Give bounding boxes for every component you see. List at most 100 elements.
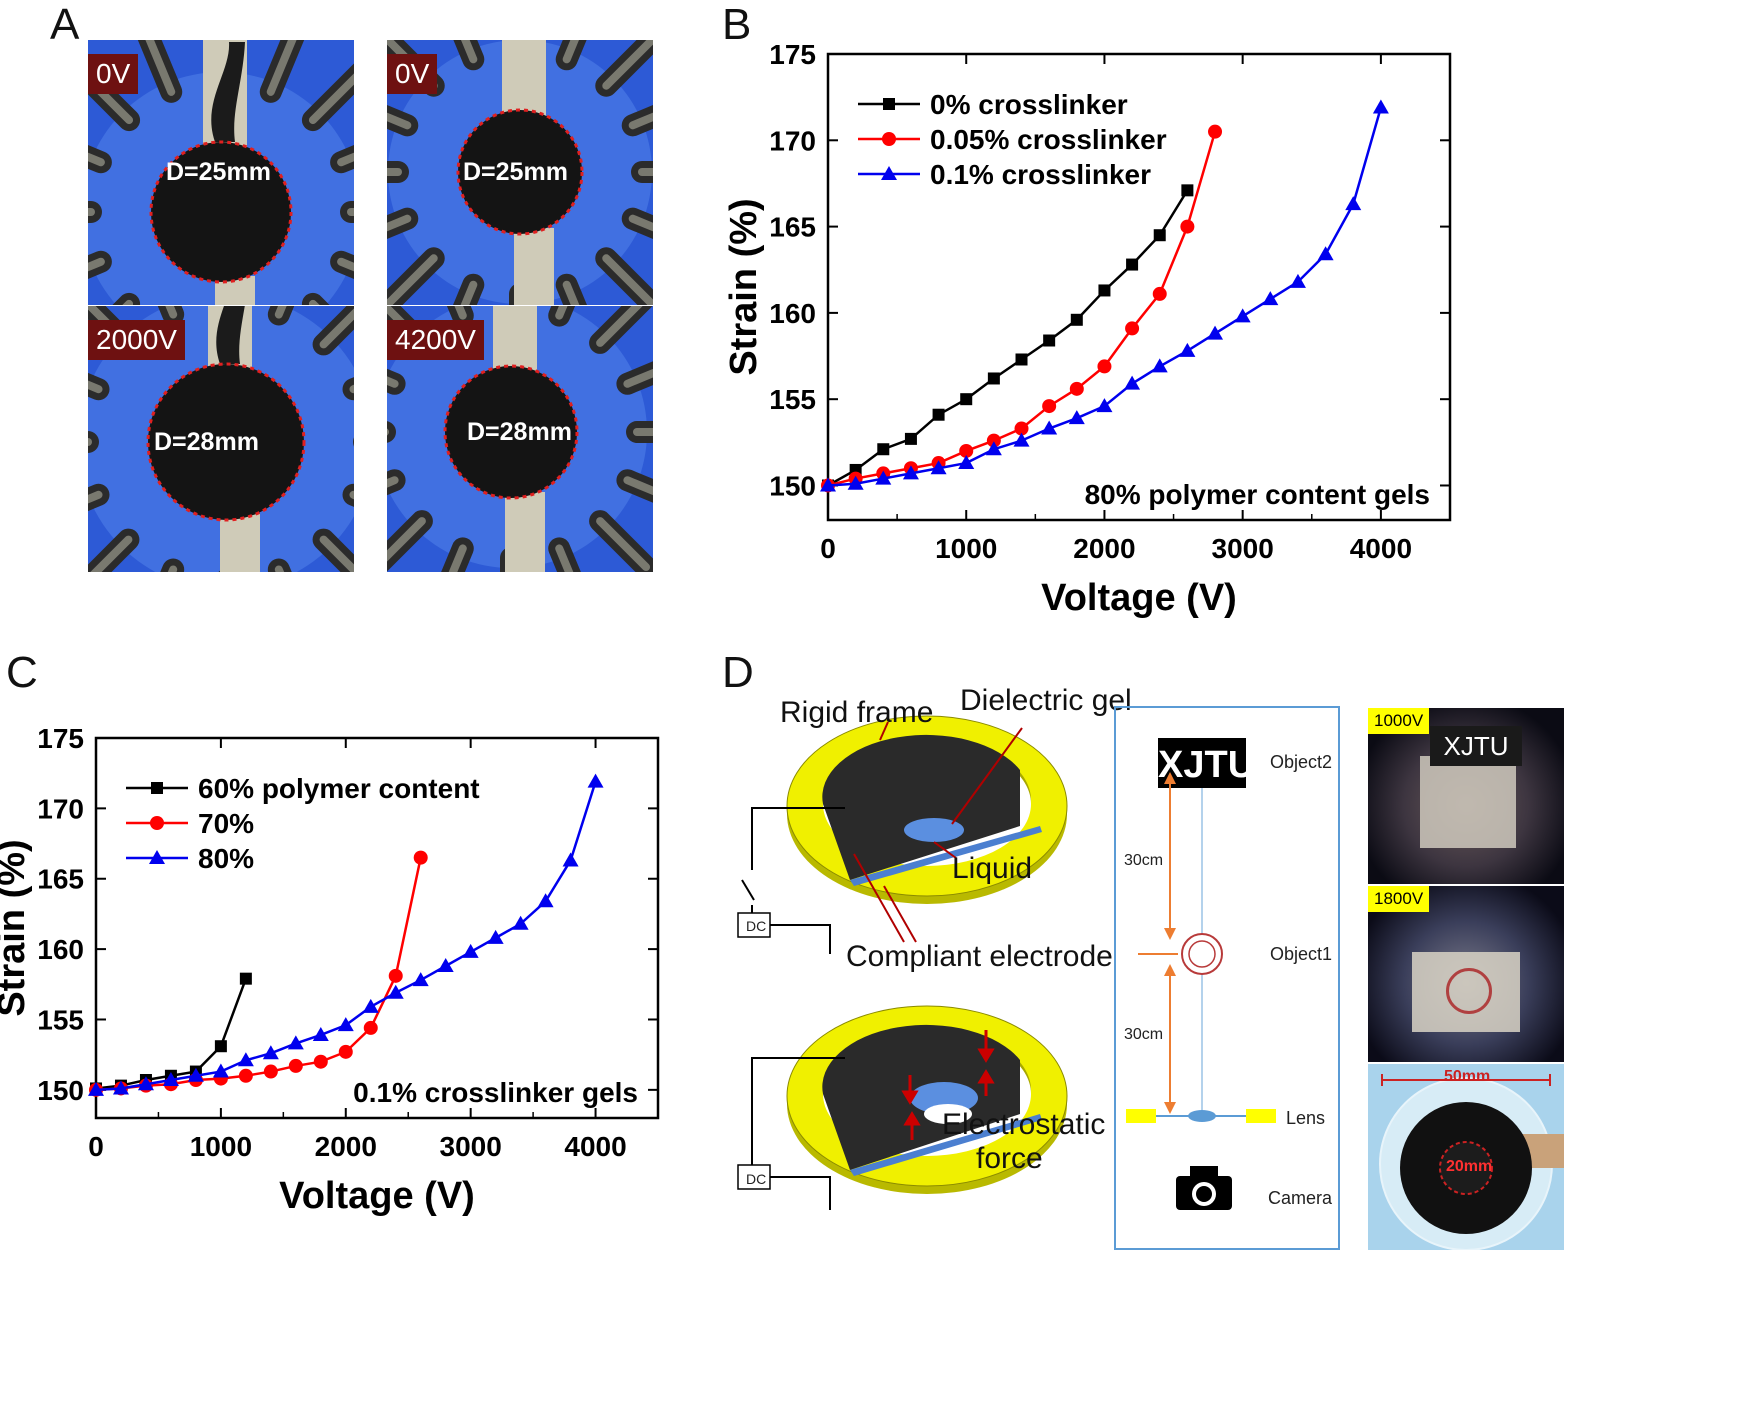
diameter-label: D=25mm — [166, 158, 271, 186]
data-point — [960, 393, 973, 406]
data-point — [1289, 273, 1306, 288]
data-point — [1262, 291, 1279, 306]
data-point — [388, 968, 403, 983]
data-point — [1234, 308, 1251, 323]
data-point — [1069, 381, 1084, 396]
data-point — [1098, 284, 1111, 297]
x-tick-label: 3000 — [1212, 533, 1274, 564]
data-point — [1042, 399, 1057, 414]
data-point — [1097, 359, 1112, 374]
actuator-diagram — [737, 715, 1068, 1210]
photo-4200v: 4200V D=28mm — [387, 306, 653, 572]
data-point — [88, 1081, 104, 1096]
lens-label: Lens — [1286, 1108, 1326, 1128]
data-point — [881, 166, 897, 180]
data-point — [1151, 358, 1168, 373]
legend-entry: 0% crosslinker — [930, 89, 1128, 120]
data-point — [187, 1067, 204, 1082]
diameter-label: D=25mm — [463, 158, 568, 186]
y-tick-label: 155 — [769, 384, 816, 415]
y-axis-title: Strain (%) — [0, 839, 33, 1016]
data-point — [847, 475, 864, 490]
data-point — [387, 984, 404, 999]
data-point — [112, 1080, 129, 1095]
data-point — [214, 1040, 227, 1053]
y-axis-title: Strain (%) — [723, 198, 765, 375]
legend-entry: 0.05% crosslinker — [930, 124, 1167, 155]
data-point — [562, 852, 579, 867]
y-tick-label: 150 — [37, 1075, 84, 1106]
data-point — [338, 1044, 353, 1059]
series-triangle — [820, 99, 1389, 492]
distance-bottom-label: 30cm — [1124, 1026, 1164, 1043]
electrostatic-label: Electrostatic — [942, 1108, 1106, 1141]
photo-illustration — [387, 40, 653, 305]
panel-letter-c: C — [6, 648, 38, 697]
sample-illustration — [1379, 1074, 1564, 1250]
plot-frame — [826, 52, 1452, 522]
diameter-label: D=28mm — [154, 428, 259, 456]
legend-entry: 0.1% crosslinker — [930, 159, 1151, 190]
data-point — [1068, 410, 1085, 425]
electrostatic-force-arrows — [901, 1030, 995, 1140]
x-tick-label: 0 — [820, 533, 836, 564]
data-point — [263, 1064, 278, 1079]
x-axis-title: Voltage (V) — [279, 1175, 475, 1217]
optics-setup-box — [1114, 706, 1340, 1250]
data-point — [1181, 184, 1194, 197]
dielectric-gel-label: Dielectric gel — [960, 684, 1132, 717]
emblem-photo — [1446, 968, 1492, 1014]
data-point — [1125, 321, 1140, 336]
x-tick-label: 0 — [88, 1131, 104, 1162]
panel-letter-b: B — [722, 0, 752, 49]
photo-sample-dimensions: 50mm 20mm — [1368, 1064, 1564, 1250]
photo-0v-right: 0V D=25mm — [387, 40, 653, 305]
data-point — [238, 1068, 253, 1083]
data-point — [462, 943, 479, 958]
data-point — [1345, 196, 1362, 211]
voltage-label: 0V — [88, 54, 139, 94]
data-point — [820, 477, 836, 492]
force-label: force — [976, 1142, 1043, 1175]
compliant-electrode-label: Compliant electrode — [846, 940, 1113, 973]
y-tick-label: 160 — [769, 298, 816, 329]
y-tick-label: 175 — [37, 723, 84, 754]
data-point — [413, 850, 428, 865]
data-point — [512, 915, 529, 930]
x-tick-label: 4000 — [1350, 533, 1412, 564]
data-point — [363, 1020, 378, 1035]
photo-0v-left: 0V D=25mm — [88, 40, 354, 305]
camera-label: Camera — [1268, 1188, 1333, 1208]
data-point — [212, 1063, 229, 1078]
series-triangle — [88, 773, 604, 1096]
data-point — [883, 98, 895, 110]
data-point — [288, 1058, 303, 1073]
lens-shape — [1188, 1110, 1216, 1122]
dc-label-top: DC — [746, 918, 767, 934]
object1-label: Object1 — [1270, 944, 1333, 964]
data-point — [1126, 258, 1139, 271]
y-tick-label: 165 — [37, 864, 84, 895]
chart-c: 0 1000 2000 3000 4000 150 155 160 165 170 175 Volta… — [0, 723, 660, 1217]
voltage-label: 2000V — [88, 320, 185, 360]
data-point — [1153, 229, 1166, 242]
optics-setup-diagram — [1126, 738, 1276, 1210]
data-point — [986, 433, 1001, 448]
data-point — [313, 1054, 328, 1069]
x-tick-label: 2000 — [315, 1131, 377, 1162]
photo-2000v: 2000V D=28mm — [88, 306, 354, 572]
data-point — [162, 1072, 179, 1086]
data-point — [412, 972, 429, 987]
data-point — [904, 432, 917, 445]
plot-frame — [94, 736, 660, 1120]
legend-entry: 60% polymer content — [198, 773, 480, 804]
data-point — [987, 372, 1000, 385]
data-point — [149, 850, 165, 864]
photo-1800v: 1800V — [1368, 886, 1564, 1062]
x-tick-label: 3000 — [440, 1131, 502, 1162]
voltage-badge-1000v: 1000V — [1368, 708, 1430, 734]
data-point — [587, 773, 604, 788]
object2-label: Object2 — [1270, 752, 1333, 772]
data-point — [1015, 353, 1028, 366]
data-point — [1207, 325, 1224, 340]
